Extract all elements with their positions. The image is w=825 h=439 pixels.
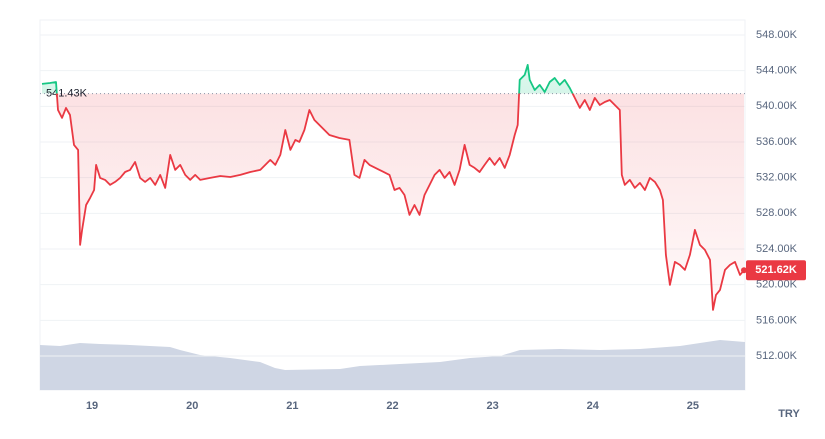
x-tick-label: 25 xyxy=(687,400,699,412)
x-tick-label: 21 xyxy=(286,400,298,412)
price-badge-label: 521.62K xyxy=(755,264,797,276)
x-tick-label: 23 xyxy=(487,400,499,412)
last-point xyxy=(740,267,747,274)
volume-area xyxy=(40,340,745,390)
y-tick-label: 520.00K xyxy=(756,279,798,291)
y-tick-label: 532.00K xyxy=(756,172,798,184)
x-tick-label: 20 xyxy=(186,400,198,412)
x-tick-label: 22 xyxy=(386,400,398,412)
price-badge xyxy=(746,260,806,281)
price-line xyxy=(41,64,745,311)
y-tick-label: 512.00K xyxy=(756,350,798,362)
x-tick-label: 19 xyxy=(86,400,98,412)
y-tick-label: 536.00K xyxy=(756,136,798,148)
y-tick-label: 516.00K xyxy=(756,314,798,326)
y-tick-label: 540.00K xyxy=(756,100,798,112)
reference-label: 541.43K xyxy=(46,87,88,99)
x-tick-label: 24 xyxy=(587,400,600,412)
y-tick-label: 524.00K xyxy=(756,243,798,255)
plot-frame xyxy=(39,19,746,391)
y-tick-label: 528.00K xyxy=(756,207,798,219)
currency-label: TRY xyxy=(778,408,800,420)
y-tick-label: 548.00K xyxy=(756,29,798,41)
y-tick-label: 544.00K xyxy=(756,65,798,77)
price-area xyxy=(42,64,744,310)
